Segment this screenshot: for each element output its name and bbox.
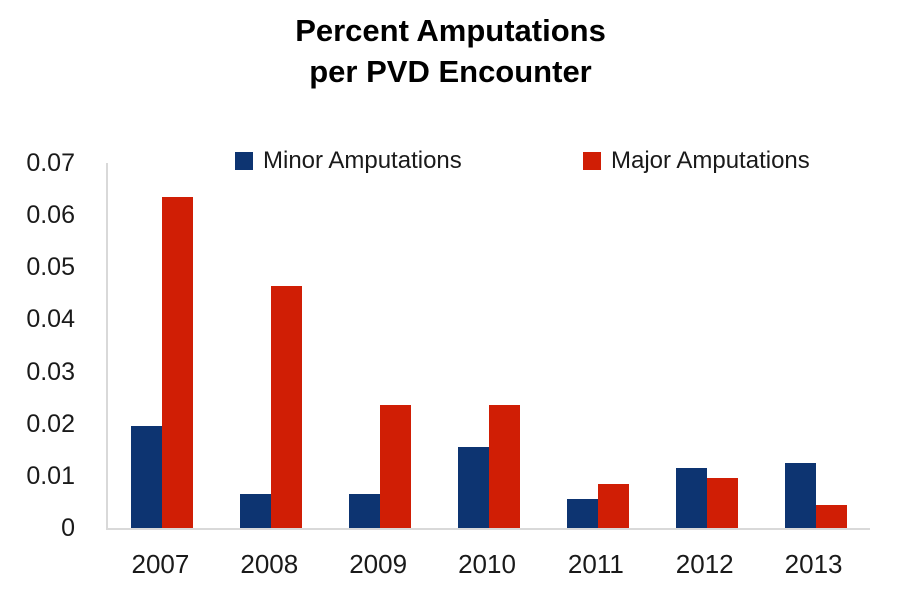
bar-minor-amputations-2007 (131, 426, 163, 528)
y-tick-label-0.01: 0.01 (26, 461, 75, 490)
y-tick-label-0.05: 0.05 (26, 253, 75, 282)
chart-title-line-1: Percent Amputations (295, 13, 606, 48)
x-tick-label-2011: 2011 (567, 549, 624, 579)
bar-minor-amputations-2013 (784, 462, 816, 528)
bar-major-amputations-2007 (162, 196, 194, 528)
y-tick-label-0.06: 0.06 (26, 201, 75, 230)
x-tick-label-2013: 2013 (784, 549, 843, 579)
y-tick-label-0: 0 (61, 514, 75, 542)
y-tick-label-0.07: 0.07 (26, 149, 75, 177)
x-tick-label-2009: 2009 (349, 549, 408, 579)
bar-major-amputations-2013 (815, 504, 847, 528)
bar-major-amputations-2010 (489, 405, 520, 528)
chart-title: Percent Amputations per PVD Encounter (0, 10, 901, 92)
x-tick-label-2007: 2007 (131, 549, 190, 579)
x-tick-label-2010: 2010 (458, 549, 516, 579)
legend-item-major-amputations: Major Amputations (583, 147, 810, 175)
legend-swatch-minor-icon (235, 152, 253, 170)
legend-label-minor: Minor Amputations (263, 147, 462, 174)
y-tick-label-0.02: 0.02 (26, 409, 75, 438)
bar-group-2011 (543, 163, 652, 528)
bar-major-amputations-2008 (271, 285, 303, 528)
bar-minor-amputations-2010 (458, 447, 489, 528)
bar-minor-amputations-2008 (240, 494, 272, 528)
legend-label-major: Major Amputations (611, 147, 810, 174)
legend-item-minor-amputations: Minor Amputations (235, 147, 462, 175)
bar-major-amputations-2012 (706, 478, 738, 528)
y-tick-label-0.03: 0.03 (26, 357, 75, 386)
x-tick-label-2012: 2012 (675, 549, 734, 579)
x-tick-label-2008: 2008 (240, 549, 299, 579)
plot-area (106, 163, 870, 530)
bar-minor-amputations-2009 (349, 494, 381, 528)
legend-swatch-major-icon (583, 152, 601, 170)
bar-minor-amputations-2012 (675, 468, 707, 528)
bar-group-2010 (435, 163, 544, 528)
x-axis-labels: 2007 2008 2009 2010 2011 2012 2013 (106, 546, 868, 582)
chart-title-line-2: per PVD Encounter (309, 54, 592, 89)
bar-group-2008 (217, 163, 326, 528)
y-tick-label-0.04: 0.04 (26, 305, 75, 334)
bar-group-2007 (108, 163, 217, 528)
bar-major-amputations-2009 (380, 405, 412, 528)
bar-minor-amputations-2011 (566, 499, 598, 528)
bar-major-amputations-2011 (597, 483, 629, 528)
bar-group-2013 (761, 163, 870, 528)
bar-group-2012 (652, 163, 761, 528)
bar-group-2009 (326, 163, 435, 528)
